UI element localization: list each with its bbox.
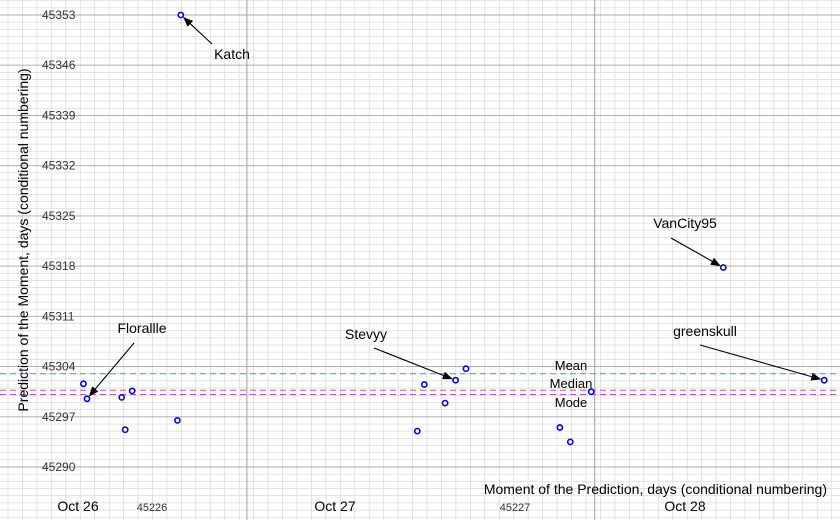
- x-tick-label-major: Oct 27: [314, 498, 355, 514]
- data-point: [420, 381, 428, 388]
- x-axis-title: Moment of the Prediction, days (conditio…: [484, 481, 827, 497]
- y-tick-label: 45311: [42, 309, 75, 323]
- annotation-label: Florallle: [117, 320, 166, 336]
- y-tick-label: 45353: [42, 8, 76, 22]
- annotation-label: Katch: [214, 46, 250, 62]
- y-tick-label: 45304: [42, 360, 76, 374]
- data-point: [121, 426, 129, 434]
- data-point: [587, 388, 595, 396]
- data-point: [177, 11, 185, 19]
- y-tick-label: 45346: [42, 58, 76, 72]
- data-point: [128, 387, 136, 395]
- data-point: [80, 380, 87, 388]
- x-tick-label-minor: 45227: [500, 502, 531, 514]
- data-point: [462, 365, 470, 373]
- ref-label-median: Median: [550, 376, 593, 391]
- y-tick-label: 45339: [42, 108, 76, 122]
- annotation-arrow: [699, 344, 822, 381]
- ref-label-mean: Mean: [555, 358, 588, 373]
- data-point: [441, 399, 449, 407]
- data-point: [83, 395, 91, 403]
- annotation-label: Stevyy: [345, 326, 387, 342]
- data-point: [566, 438, 574, 446]
- data-point: [118, 393, 126, 401]
- annotation-arrow: [183, 17, 213, 45]
- y-tick-label: 45290: [42, 460, 76, 474]
- data-point: [556, 424, 564, 431]
- x-tick-label-major: Oct 28: [664, 498, 705, 514]
- y-axis-title: Prediction of the Moment, days (conditio…: [15, 68, 31, 411]
- annotations: Katch Florallle Stevyy VanCity95 greenskull: [88, 17, 822, 397]
- x-axis-ticks: Oct 26 Oct 27 Oct 28 45226 45227: [57, 498, 705, 514]
- data-point: [413, 427, 421, 435]
- x-tick-label-minor: 45226: [137, 502, 168, 514]
- y-tick-label: 45332: [42, 159, 76, 173]
- annotation-arrow: [373, 347, 453, 380]
- data-point: [452, 376, 459, 384]
- annotation-arrow: [670, 237, 721, 267]
- y-tick-label: 45325: [42, 209, 76, 223]
- annotation-label: VanCity95: [653, 215, 717, 231]
- reference-lines: Mean Median Mode: [0, 358, 840, 410]
- annotation-label: greenskull: [673, 323, 737, 339]
- x-tick-label-major: Oct 26: [57, 498, 98, 514]
- data-point: [719, 264, 727, 271]
- data-points: [80, 11, 828, 446]
- ref-label-mode: Mode: [555, 395, 588, 410]
- y-tick-label: 45318: [42, 259, 76, 273]
- y-tick-label: 45297: [42, 410, 76, 424]
- annotation-arrow: [88, 342, 135, 397]
- data-point: [173, 416, 181, 424]
- data-point: [820, 376, 828, 384]
- y-axis-ticks: 45290 45297 45304 45311 45318 45325 45332 45339…: [42, 8, 76, 474]
